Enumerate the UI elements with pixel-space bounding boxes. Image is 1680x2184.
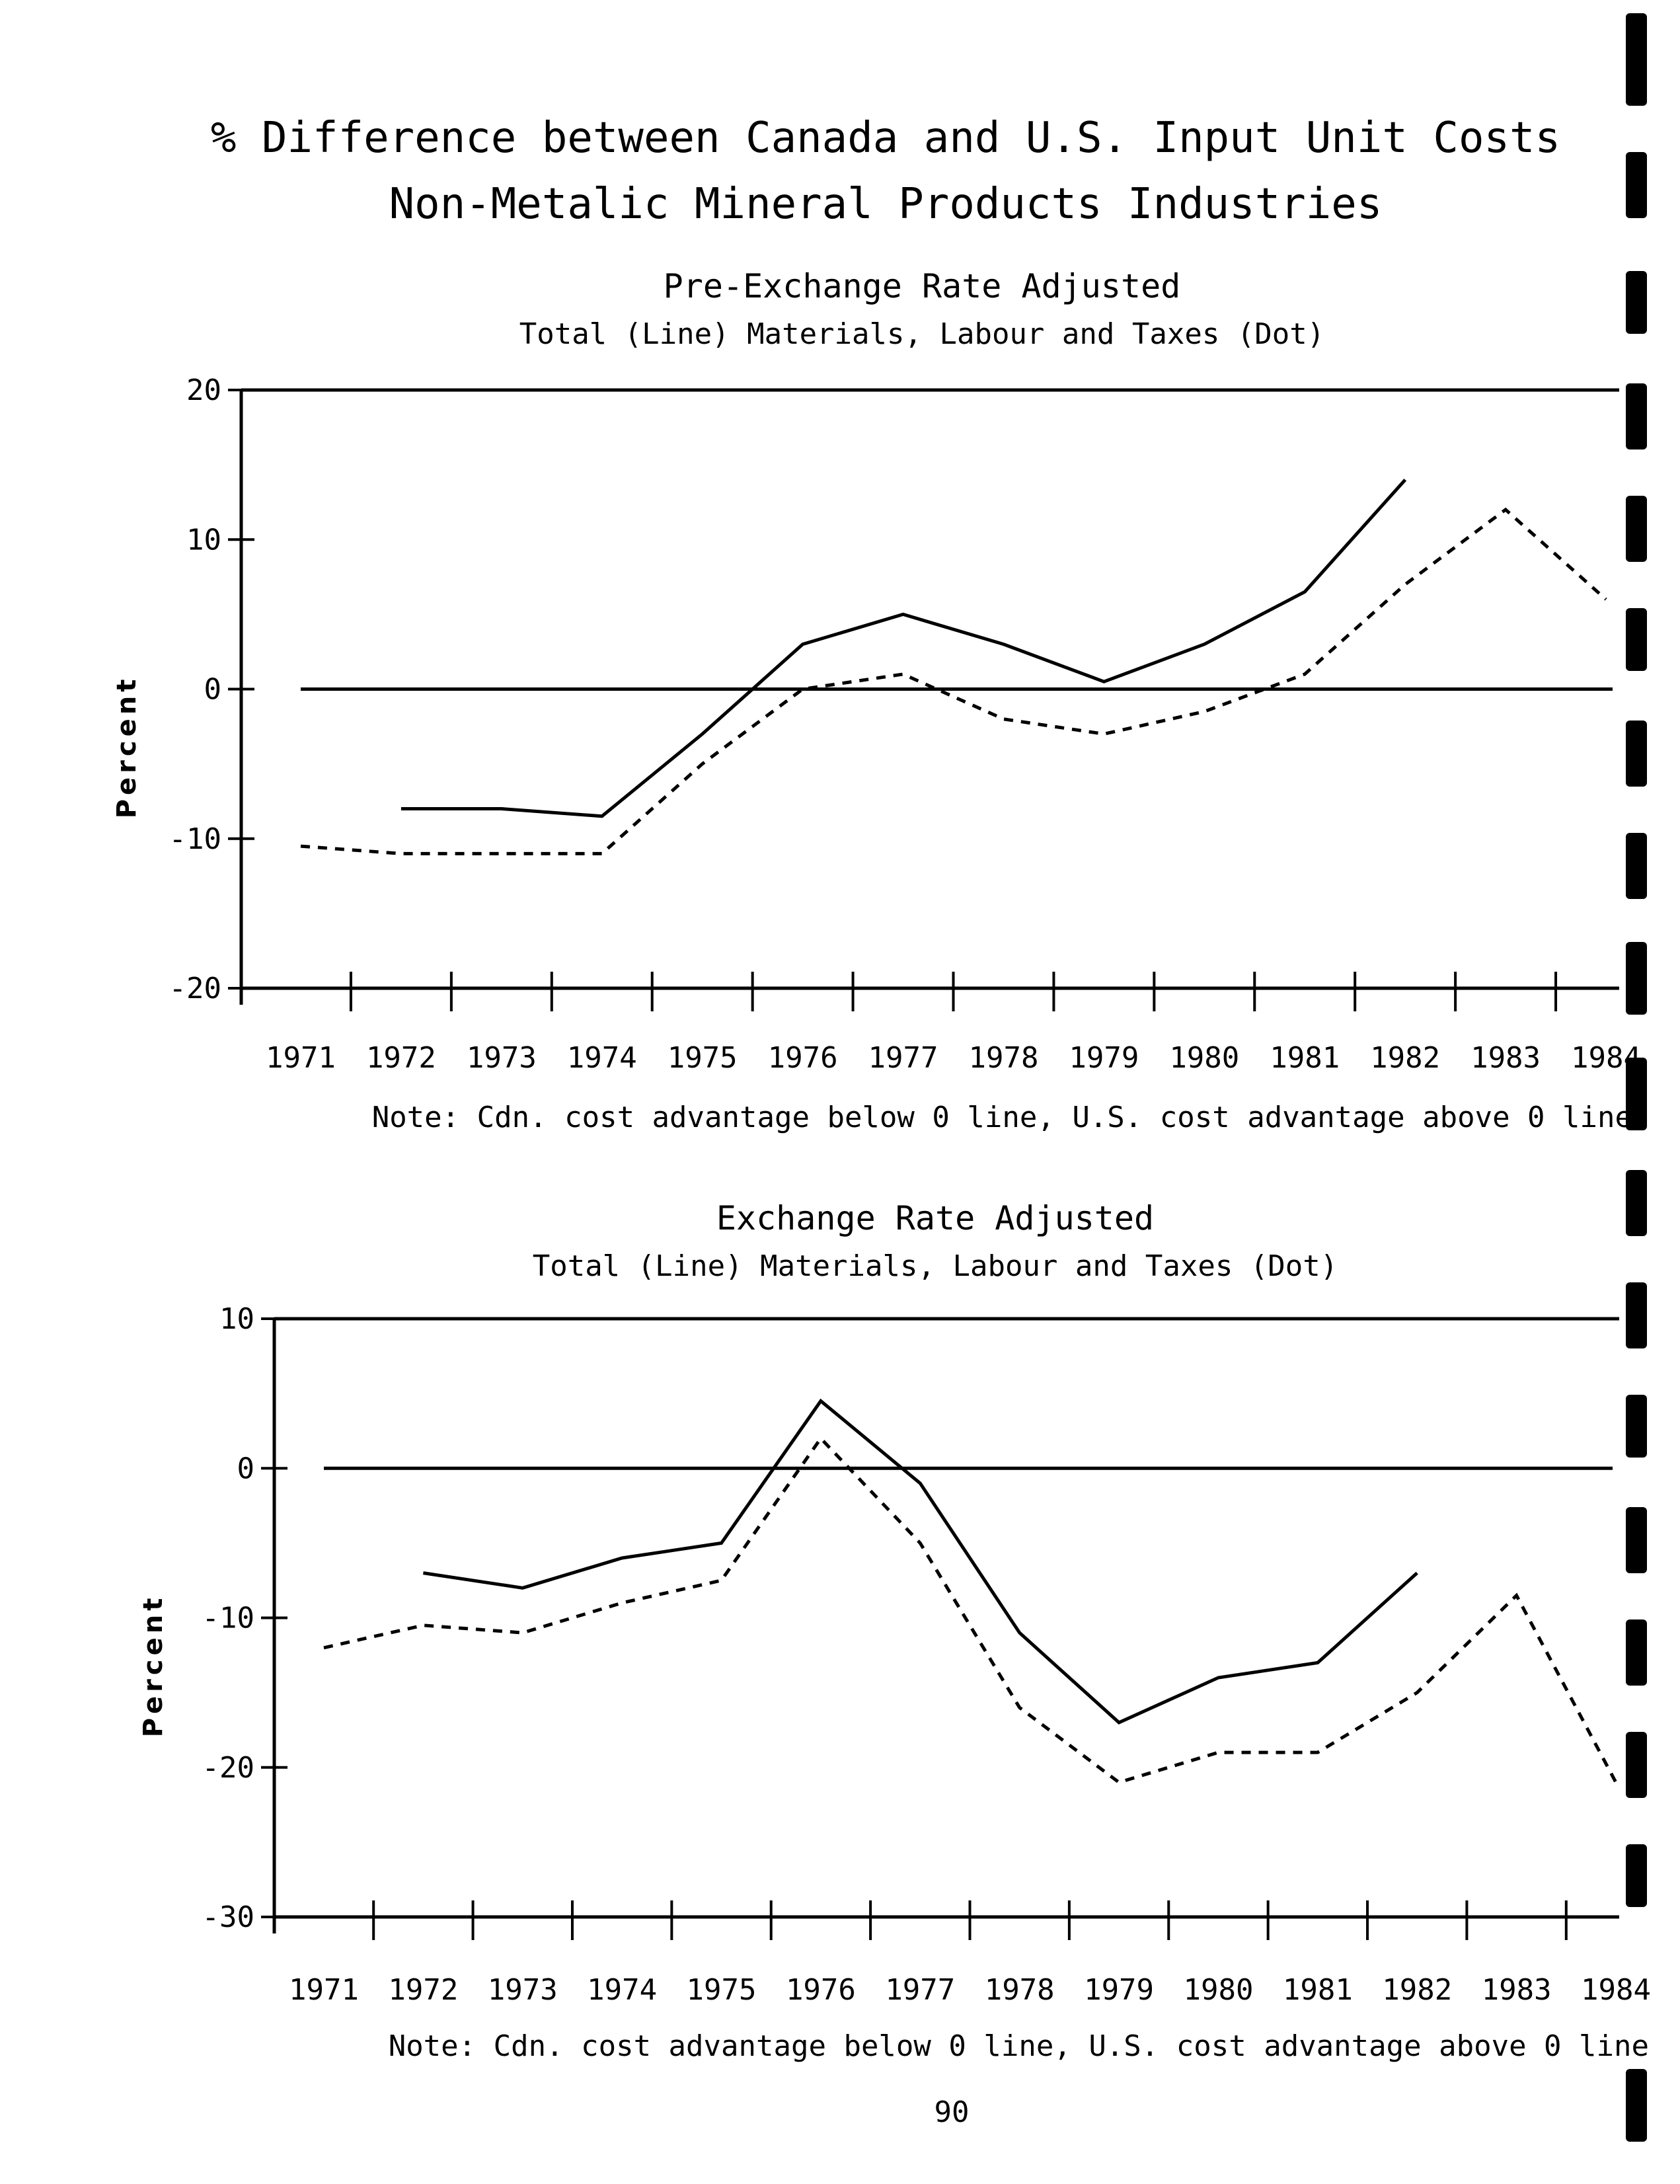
chart1-note: Note: Cdn. cost advantage below 0 line, … — [372, 1101, 1632, 1134]
y-tick-label: -10 — [169, 822, 221, 856]
x-tick-label: 1972 — [366, 1041, 436, 1075]
x-tick-label: 1981 — [1270, 1041, 1340, 1075]
x-tick-label: 1976 — [786, 1973, 856, 2007]
chart-exchange-adjusted: Exchange Rate Adjusted Total (Line) Mate… — [138, 1199, 1651, 2063]
x-tick-label: 1983 — [1470, 1041, 1541, 1075]
chart2-y-axis-label: Percent — [138, 1594, 169, 1738]
x-tick-label: 1982 — [1370, 1041, 1440, 1075]
chart1-series-total-line — [401, 479, 1407, 818]
x-tick-label: 1974 — [587, 1973, 657, 2007]
x-tick-label: 1973 — [488, 1973, 558, 2007]
chart1-y-axis-label: Percent — [112, 676, 142, 819]
y-tick-label: -20 — [169, 972, 221, 1005]
x-tick-label: 1981 — [1283, 1973, 1353, 2007]
chart1-series-materials-dot — [300, 507, 1607, 855]
x-tick-label: 1984 — [1581, 1973, 1651, 2007]
binder-edge-marks — [1626, 13, 1647, 2142]
x-tick-label: 1983 — [1482, 1973, 1552, 2007]
x-tick-label: 1978 — [985, 1973, 1055, 2007]
x-tick-label: 1975 — [687, 1973, 757, 2007]
chart-pre-exchange: Pre-Exchange Rate Adjusted Total (Line) … — [112, 267, 1641, 1134]
x-tick-label: 1980 — [1183, 1973, 1253, 2007]
y-tick-label: 10 — [219, 1302, 254, 1336]
x-tick-label: 1971 — [266, 1041, 336, 1075]
page-number: 90 — [935, 2095, 970, 2129]
x-tick-label: 1978 — [968, 1041, 1038, 1075]
chart1-subtitle: Total (Line) Materials, Labour and Taxes… — [519, 317, 1325, 351]
x-tick-label: 1980 — [1169, 1041, 1239, 1075]
x-tick-label: 1972 — [388, 1973, 458, 2007]
y-tick-label: 0 — [204, 673, 222, 707]
y-tick-label: 0 — [237, 1452, 255, 1485]
y-tick-label: -10 — [202, 1602, 254, 1635]
x-tick-label: 1977 — [885, 1973, 955, 2007]
x-tick-label: 1979 — [1069, 1041, 1139, 1075]
y-tick-label: 20 — [186, 373, 221, 407]
page-title-line1: % Difference between Canada and U.S. Inp… — [211, 114, 1560, 163]
x-tick-label: 1976 — [768, 1041, 838, 1075]
x-tick-label: 1982 — [1382, 1973, 1452, 2007]
chart2-note: Note: Cdn. cost advantage below 0 line, … — [389, 2029, 1649, 2063]
y-tick-label: 10 — [186, 523, 221, 557]
y-tick-label: -30 — [202, 1900, 254, 1934]
chart1-title: Pre-Exchange Rate Adjusted — [664, 267, 1181, 305]
x-tick-label: 1974 — [567, 1041, 637, 1075]
chart2-title: Exchange Rate Adjusted — [716, 1199, 1154, 1237]
x-tick-label: 1971 — [289, 1973, 359, 2007]
chart2-series-total-line — [423, 1398, 1418, 1725]
page-title-line2: Non-Metalic Mineral Products Industries — [389, 180, 1383, 229]
x-tick-label: 1973 — [467, 1041, 537, 1075]
x-tick-label: 1975 — [668, 1041, 738, 1075]
chart2-subtitle: Total (Line) Materials, Labour and Taxes… — [533, 1249, 1338, 1283]
x-tick-label: 1979 — [1084, 1973, 1154, 2007]
y-tick-label: -20 — [202, 1751, 254, 1785]
chart2-series-materials-dot — [323, 1436, 1618, 1785]
x-tick-label: 1977 — [868, 1041, 938, 1075]
